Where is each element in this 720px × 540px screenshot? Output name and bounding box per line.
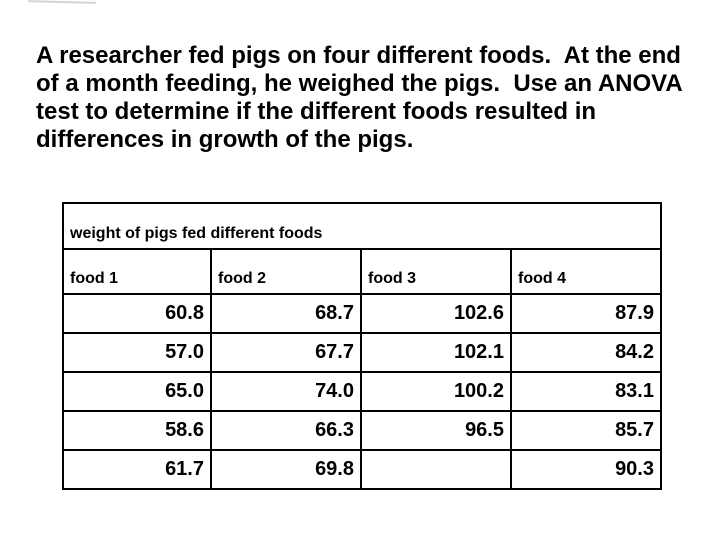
table-row: 65.0 74.0 100.2 83.1 xyxy=(62,371,662,412)
column-header-food-4: food 4 xyxy=(510,248,662,295)
table-row: 60.8 68.7 102.6 87.9 xyxy=(62,293,662,334)
column-header-food-2: food 2 xyxy=(210,248,362,295)
table-cell: 68.7 xyxy=(210,293,362,334)
table-cell: 84.2 xyxy=(510,332,662,373)
table-cell: 102.1 xyxy=(360,332,512,373)
problem-statement-line: of a month feeding, he weighed the pigs.… xyxy=(36,70,683,97)
table-cell: 100.2 xyxy=(360,371,512,412)
problem-statement-line: differences in growth of the pigs. xyxy=(36,126,414,153)
column-header-food-1: food 1 xyxy=(62,248,212,295)
problem-statement-line: A researcher fed pigs on four different … xyxy=(36,42,681,69)
table-cell: 65.0 xyxy=(62,371,212,412)
table-cell: 57.0 xyxy=(62,332,212,373)
table-cell: 96.5 xyxy=(360,410,512,451)
table-row: 61.7 69.8 90.3 xyxy=(62,449,662,490)
table-header-row: food 1 food 2 food 3 food 4 xyxy=(62,248,662,295)
column-header-food-3: food 3 xyxy=(360,248,512,295)
problem-statement: A researcher fed pigs on four different … xyxy=(36,42,696,154)
table-cell: 69.8 xyxy=(210,449,362,490)
problem-statement-line: test to determine if the different foods… xyxy=(36,98,597,125)
table-cell: 87.9 xyxy=(510,293,662,334)
pig-weight-table: weight of pigs fed different foods food … xyxy=(62,202,662,490)
table-title: weight of pigs fed different foods xyxy=(62,202,662,250)
table-cell: 67.7 xyxy=(210,332,362,373)
table-cell: 90.3 xyxy=(510,449,662,490)
table-cell: 74.0 xyxy=(210,371,362,412)
table-title-row: weight of pigs fed different foods xyxy=(62,202,662,250)
table-cell: 66.3 xyxy=(210,410,362,451)
table-cell: 83.1 xyxy=(510,371,662,412)
table-cell: 61.7 xyxy=(62,449,212,490)
table-row: 58.6 66.3 96.5 85.7 xyxy=(62,410,662,451)
table-cell: 58.6 xyxy=(62,410,212,451)
table-cell: 102.6 xyxy=(360,293,512,334)
table-cell-empty xyxy=(360,449,512,490)
table-cell: 85.7 xyxy=(510,410,662,451)
table-cell: 60.8 xyxy=(62,293,212,334)
table-row: 57.0 67.7 102.1 84.2 xyxy=(62,332,662,373)
scan-edge-artifact xyxy=(27,0,97,4)
